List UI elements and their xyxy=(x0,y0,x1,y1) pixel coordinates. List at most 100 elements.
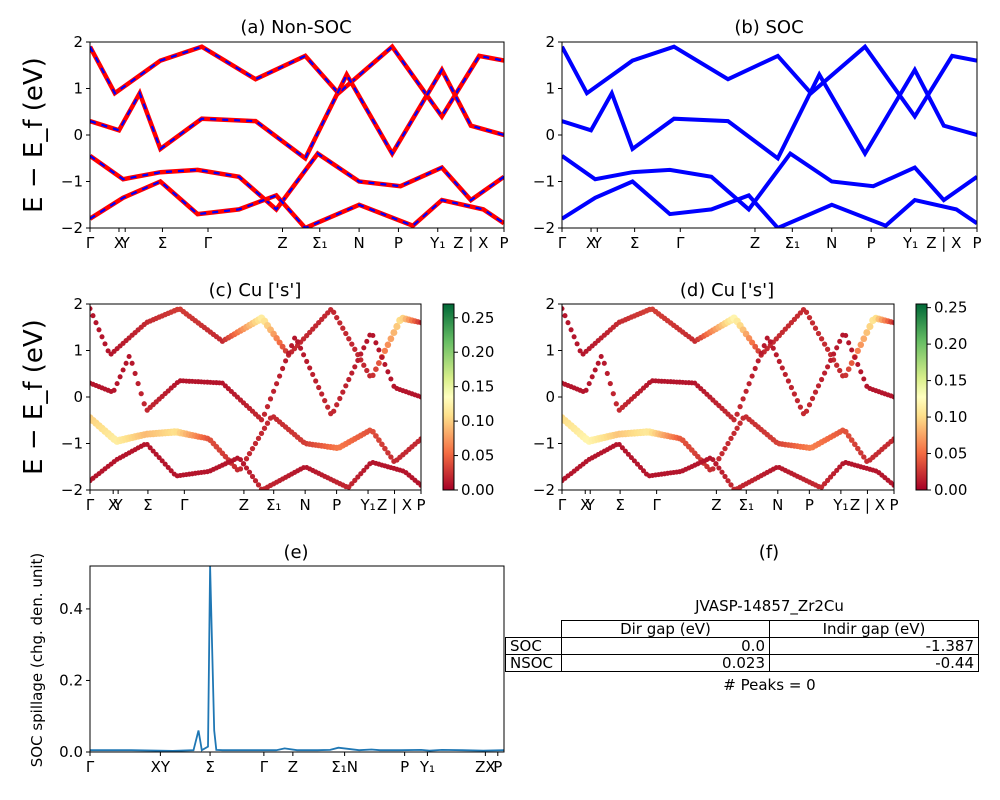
x-tick-label: Z xyxy=(239,496,249,514)
x-tick-label: Σ₁N xyxy=(331,758,358,776)
band-point xyxy=(331,408,337,414)
band-point xyxy=(634,461,641,467)
x-tick-label: Σ₁ xyxy=(312,234,328,252)
band-point xyxy=(126,353,132,360)
y-tick-label: 0.4 xyxy=(59,600,83,618)
x-tick-label: Γ xyxy=(558,234,567,252)
colorbar-gradient xyxy=(915,303,928,491)
gap-table-cell: 0.023 xyxy=(561,654,770,672)
band-point xyxy=(598,353,604,360)
band-point xyxy=(370,428,376,435)
band-point xyxy=(728,435,734,442)
band-line-soc xyxy=(90,152,504,212)
band-point xyxy=(861,454,867,460)
x-tick-label: X xyxy=(108,496,118,514)
band-point xyxy=(770,345,776,351)
band-point xyxy=(322,397,328,404)
band-point xyxy=(114,381,120,387)
panel-d-colorbar: 0.00 0.05 0.10 0.15 0.20 0.25 xyxy=(915,299,967,499)
band-point xyxy=(418,394,421,400)
x-tick-label: Z | X xyxy=(850,496,885,514)
band-point xyxy=(622,448,628,454)
x-tick-label: P xyxy=(332,496,341,514)
band-point xyxy=(90,313,96,319)
band-point xyxy=(613,401,619,407)
band-point xyxy=(292,335,298,341)
x-tick-label: N xyxy=(353,234,364,252)
x-tick-label: X xyxy=(580,496,590,514)
band-point xyxy=(731,417,737,423)
band-point xyxy=(319,391,325,397)
x-tick-label: Σ xyxy=(143,496,152,514)
band-point xyxy=(334,402,340,408)
band-point xyxy=(737,420,743,426)
band-point xyxy=(815,383,822,389)
band-point xyxy=(283,358,289,364)
band-point xyxy=(625,451,631,457)
band-point xyxy=(852,441,858,448)
y-tick-label: 0 xyxy=(545,388,555,406)
x-tick-label: P xyxy=(805,496,814,514)
panel-f-info: JVASP-14857_Zr2Cu Dir gap (eV) Indir gap… xyxy=(505,592,979,694)
band-point xyxy=(276,339,283,346)
band-point xyxy=(390,329,398,337)
band-point xyxy=(637,464,644,471)
band-point xyxy=(337,395,343,402)
band-point xyxy=(352,346,358,352)
band-point xyxy=(264,420,271,426)
bands xyxy=(562,43,977,228)
band-point xyxy=(141,401,147,407)
x-tick-label: N xyxy=(300,496,311,514)
band-point xyxy=(842,428,849,435)
x-tick-label: Y xyxy=(113,496,124,514)
band-point xyxy=(891,394,894,400)
x-tick-label: P xyxy=(499,234,508,252)
band-point xyxy=(866,322,874,331)
band-point xyxy=(806,314,813,321)
band-point xyxy=(831,351,837,357)
band-point xyxy=(828,474,834,480)
band-point xyxy=(746,381,752,387)
band-point xyxy=(863,329,871,337)
band-point xyxy=(99,334,105,340)
panel-a-title: (a) Non-SOC xyxy=(240,17,351,38)
band-line-soc xyxy=(90,180,504,228)
band-line-soc xyxy=(562,43,977,121)
x-tick-label: Z | X xyxy=(926,234,961,252)
x-tick-label: Z xyxy=(711,496,721,514)
colorbar-tick-label: 0.25 xyxy=(934,299,967,317)
gap-table: Dir gap (eV) Indir gap (eV) SOC 0.0 -1.3… xyxy=(505,620,979,672)
panel-e-plot: 0.00.20.4Γ XY Σ Γ Z Σ₁N P Y₁ ZXP xyxy=(59,565,505,776)
panel-b-title: (b) SOC xyxy=(734,17,803,38)
x-tick-label: Y₁ xyxy=(419,758,435,776)
gap-table-header: Indir gap (eV) xyxy=(769,620,979,638)
band-point xyxy=(418,319,421,326)
band-line-soc xyxy=(90,45,504,119)
band-point xyxy=(418,436,421,442)
y-tick-label: 0 xyxy=(73,388,83,406)
band-point xyxy=(891,436,894,442)
band-point xyxy=(592,367,598,373)
band-point xyxy=(794,397,801,404)
band-point xyxy=(376,347,382,353)
band-point xyxy=(280,365,286,372)
x-tick-label: Y₁ xyxy=(429,234,445,252)
band-point xyxy=(834,467,840,473)
x-tick-label: Σ₁ xyxy=(739,496,755,514)
band-point xyxy=(725,478,731,484)
band-point xyxy=(264,403,271,410)
band-point xyxy=(861,376,867,382)
x-tick-label: Γ xyxy=(204,234,213,252)
y-tick-label: −2 xyxy=(61,219,83,237)
band-point xyxy=(295,339,301,345)
band-point xyxy=(589,374,595,380)
x-tick-label: Z | X xyxy=(377,496,412,514)
band-point xyxy=(767,339,773,345)
x-tick-label: Y₁ xyxy=(832,496,848,514)
y-tick-label: 1 xyxy=(73,80,83,98)
band-point xyxy=(821,481,828,487)
band-point xyxy=(340,389,346,395)
band-point xyxy=(710,457,716,463)
x-tick-label: ZX xyxy=(475,758,496,776)
x-tick-label: N xyxy=(826,234,837,252)
